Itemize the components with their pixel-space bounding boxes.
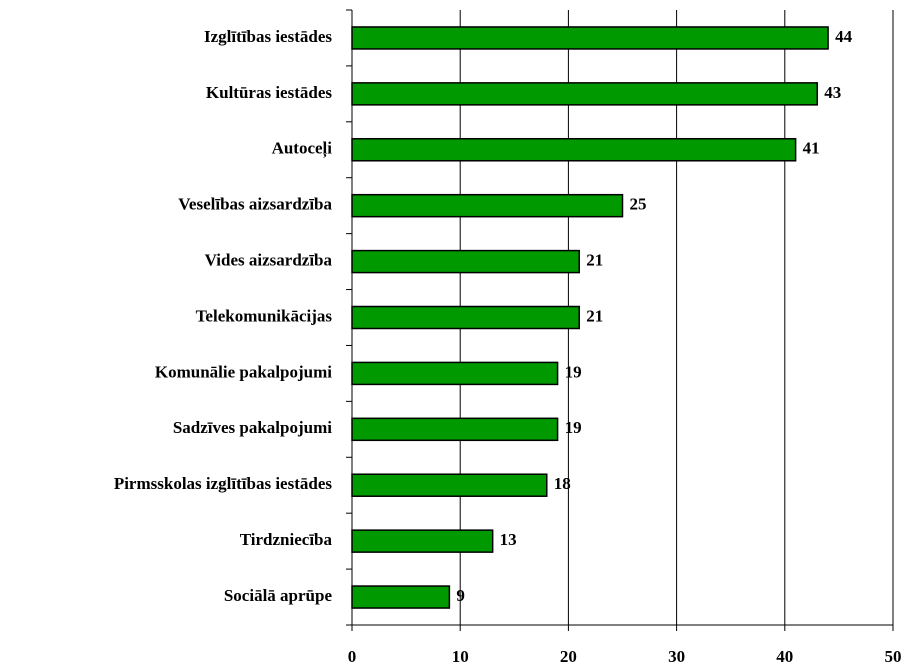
value-label: 25 — [630, 195, 647, 214]
x-tick-label: 50 — [885, 647, 902, 666]
x-tick-label: 40 — [776, 647, 793, 666]
bar — [351, 585, 451, 609]
y-tick-label: Pirmsskolas izglītības iestādes — [114, 474, 333, 493]
y-tick-label: Kultūras iestādes — [206, 83, 332, 102]
bar — [351, 473, 548, 497]
bar — [351, 193, 624, 218]
x-tick-label: 20 — [560, 647, 577, 666]
bar — [351, 138, 797, 162]
x-tick-label: 10 — [452, 647, 469, 666]
value-label: 41 — [803, 139, 820, 158]
y-tick-label: Sadzīves pakalpojumi — [173, 418, 332, 437]
value-label: 21 — [586, 250, 603, 269]
y-tick-label: Izglītības iestādes — [204, 27, 332, 46]
bar — [351, 249, 580, 274]
value-label: 44 — [835, 27, 853, 46]
y-tick-label: Telekomunikācijas — [196, 306, 333, 325]
value-label: 18 — [554, 474, 571, 493]
y-tick-label: Tirdzniecība — [240, 530, 333, 549]
y-tick-label: Vides aizsardzība — [205, 250, 333, 269]
value-label: 19 — [565, 418, 582, 437]
bar — [351, 82, 819, 106]
y-tick-label: Autoceļi — [272, 139, 333, 159]
value-label: 9 — [456, 586, 465, 605]
value-label: 21 — [586, 306, 603, 325]
bar — [351, 417, 559, 442]
y-tick-label: Sociālā aprūpe — [224, 586, 333, 605]
y-tick-label: Veselības aizsardzība — [178, 195, 332, 214]
bar — [351, 529, 494, 553]
bar — [351, 305, 580, 330]
value-label: 43 — [824, 83, 841, 102]
x-tick-label: 30 — [668, 647, 685, 666]
value-label: 19 — [565, 362, 582, 381]
x-tick-label: 0 — [348, 647, 357, 666]
y-tick-label: Komunālie pakalpojumi — [155, 362, 332, 381]
bar — [351, 26, 829, 50]
value-label: 13 — [500, 530, 517, 549]
bar — [351, 361, 559, 386]
